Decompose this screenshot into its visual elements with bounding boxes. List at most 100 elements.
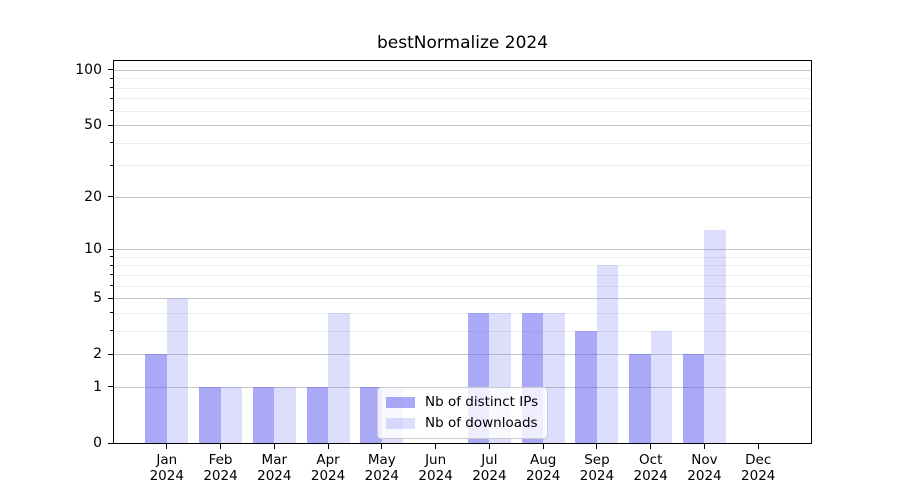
y-axis-tick-label: 100 xyxy=(75,61,102,78)
x-axis-tick-label: Mar 2024 xyxy=(257,452,292,484)
bottom-spine xyxy=(113,443,812,444)
minor-gridline xyxy=(113,312,812,314)
major-gridline xyxy=(113,196,812,198)
y-tick-mark xyxy=(108,69,113,71)
minor-gridline xyxy=(113,274,812,276)
y-minor-tick-mark xyxy=(110,285,113,287)
major-gridline xyxy=(113,69,812,71)
x-tick-mark xyxy=(542,444,544,449)
y-tick-mark xyxy=(108,386,113,388)
bar-downloads xyxy=(543,312,565,443)
y-tick-mark xyxy=(108,353,113,355)
y-minor-tick-mark xyxy=(110,264,113,266)
x-tick-mark xyxy=(381,444,383,449)
bar-distinct-ips xyxy=(306,386,329,443)
bar-downloads xyxy=(650,330,673,443)
x-tick-mark xyxy=(435,444,437,449)
y-tick-mark xyxy=(108,124,113,126)
right-spine xyxy=(811,60,812,444)
y-minor-tick-mark xyxy=(110,97,113,99)
y-tick-mark xyxy=(108,442,113,444)
legend-item: Nb of downloads xyxy=(386,413,538,434)
minor-gridline xyxy=(113,285,812,287)
y-tick-mark xyxy=(108,297,113,299)
legend: Nb of distinct IPs Nb of downloads xyxy=(377,387,549,439)
y-minor-tick-mark xyxy=(110,256,113,258)
x-tick-mark xyxy=(273,444,275,449)
minor-gridline xyxy=(113,256,812,258)
x-axis-tick-label: Feb 2024 xyxy=(203,452,238,484)
major-gridline xyxy=(113,298,812,300)
legend-item: Nb of distinct IPs xyxy=(386,392,538,413)
minor-gridline xyxy=(113,87,812,89)
y-tick-mark xyxy=(108,248,113,250)
major-gridline xyxy=(113,354,812,356)
x-axis-tick-label: Jan 2024 xyxy=(149,452,184,484)
legend-label: Nb of downloads xyxy=(425,415,538,431)
bar-distinct-ips xyxy=(199,386,221,443)
x-tick-mark xyxy=(327,444,329,449)
minor-gridline xyxy=(113,165,812,167)
y-minor-tick-mark xyxy=(110,87,113,89)
y-minor-tick-mark xyxy=(110,142,113,144)
x-axis-tick-label: Jul 2024 xyxy=(472,452,507,484)
x-axis-tick-label: May 2024 xyxy=(364,452,400,484)
y-axis-tick-label: 1 xyxy=(93,378,102,395)
bar-distinct-ips xyxy=(252,386,275,443)
left-spine xyxy=(113,60,114,444)
plot-area: Nb of distinct IPs Nb of downloads xyxy=(113,60,812,444)
top-spine xyxy=(113,60,812,61)
minor-gridline xyxy=(113,110,812,112)
bar-distinct-ips xyxy=(629,354,651,443)
legend-swatch-distinct-ips xyxy=(386,397,415,408)
y-axis-tick-label: 0 xyxy=(93,435,102,451)
x-tick-mark xyxy=(488,444,490,449)
major-gridline xyxy=(113,125,812,127)
bar-downloads xyxy=(704,229,726,443)
y-axis-tick-label: 5 xyxy=(93,290,102,307)
x-tick-mark xyxy=(757,444,759,449)
x-axis-tick-label: Jun 2024 xyxy=(418,452,453,484)
bar-distinct-ips xyxy=(360,386,382,443)
minor-gridline xyxy=(113,330,812,332)
legend-swatch-downloads xyxy=(386,418,415,429)
x-tick-mark xyxy=(650,444,652,449)
x-axis-tick-label: Dec 2024 xyxy=(741,452,776,484)
bar-downloads xyxy=(220,386,243,443)
x-axis-tick-label: Nov 2024 xyxy=(687,452,722,484)
x-tick-mark xyxy=(166,444,168,449)
bar-downloads xyxy=(328,312,350,443)
x-axis-tick-label: Aug 2024 xyxy=(525,452,561,484)
bar-downloads xyxy=(596,265,619,443)
minor-gridline xyxy=(113,265,812,267)
y-minor-tick-mark xyxy=(110,312,113,314)
bar-distinct-ips xyxy=(575,330,597,443)
x-tick-mark xyxy=(220,444,222,449)
y-axis-tick-label: 20 xyxy=(84,188,102,205)
bar-distinct-ips xyxy=(682,354,705,443)
bar-distinct-ips xyxy=(145,354,167,443)
y-axis-tick-label: 10 xyxy=(84,241,102,258)
y-tick-mark xyxy=(108,196,113,198)
y-axis-tick-label: 2 xyxy=(93,346,102,363)
x-tick-mark xyxy=(703,444,705,449)
minor-gridline xyxy=(113,98,812,100)
y-minor-tick-mark xyxy=(110,164,113,166)
minor-gridline xyxy=(113,142,812,144)
bar-downloads xyxy=(166,298,189,443)
x-axis-tick-label: Sep 2024 xyxy=(579,452,615,484)
x-axis-tick-label: Apr 2024 xyxy=(310,452,346,484)
y-minor-tick-mark xyxy=(110,330,113,332)
minor-gridline xyxy=(113,78,812,80)
bar-downloads xyxy=(274,386,296,443)
y-minor-tick-mark xyxy=(110,110,113,112)
y-minor-tick-mark xyxy=(110,274,113,276)
y-minor-tick-mark xyxy=(110,77,113,79)
y-axis-tick-label: 50 xyxy=(84,117,102,134)
legend-label: Nb of distinct IPs xyxy=(425,394,539,410)
x-tick-mark xyxy=(596,444,598,449)
x-axis-tick-label: Oct 2024 xyxy=(633,452,668,484)
major-gridline xyxy=(113,249,812,251)
chart-title: bestNormalize 2024 xyxy=(376,33,549,53)
